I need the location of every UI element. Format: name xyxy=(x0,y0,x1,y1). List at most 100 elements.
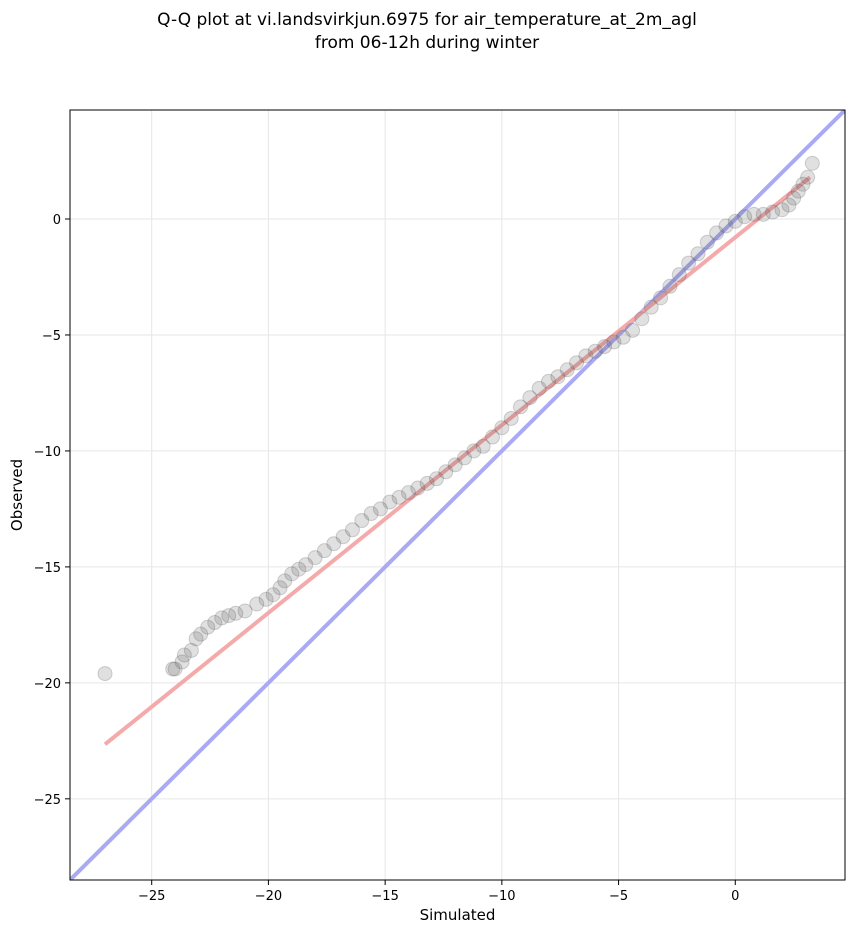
data-point xyxy=(587,343,603,359)
data-point xyxy=(634,311,650,327)
data-point xyxy=(419,475,435,491)
data-point xyxy=(786,190,802,206)
data-point xyxy=(307,550,323,566)
data-point xyxy=(316,543,332,559)
data-point xyxy=(265,587,281,603)
data-point xyxy=(382,494,398,510)
data-point xyxy=(258,591,274,607)
x-tick-label: 0 xyxy=(731,889,739,904)
data-point xyxy=(221,608,237,624)
plot-frame xyxy=(69,109,846,881)
data-point xyxy=(372,501,388,517)
data-point xyxy=(167,661,183,677)
data-point xyxy=(718,218,734,234)
y-tick-label: −20 xyxy=(34,677,61,692)
data-point xyxy=(550,369,566,385)
data-point xyxy=(391,489,407,505)
data-point xyxy=(578,348,594,364)
y-tick-label: 0 xyxy=(53,213,61,228)
data-point xyxy=(625,322,641,338)
data-point xyxy=(200,619,216,635)
data-point xyxy=(428,471,444,487)
data-point xyxy=(249,596,265,612)
data-point xyxy=(503,410,519,426)
x-tick-label: −20 xyxy=(255,889,282,904)
data-point xyxy=(690,246,706,262)
y-tick-label: −15 xyxy=(34,561,61,576)
data-point xyxy=(746,206,762,222)
data-point xyxy=(653,290,669,306)
x-tick-label: −10 xyxy=(488,889,515,904)
data-point xyxy=(662,278,678,294)
data-point xyxy=(207,615,223,631)
x-axis-label: Simulated xyxy=(420,906,496,924)
data-point xyxy=(709,225,725,241)
data-point xyxy=(804,155,820,171)
data-point xyxy=(559,362,575,378)
x-tick-label: −15 xyxy=(371,889,398,904)
axis-ticks: −25 −20 −15 −10 −5 0 −25 −20 −15 −10 −5 0 xyxy=(34,213,740,904)
reference-lines xyxy=(70,110,845,880)
data-point xyxy=(737,209,753,225)
data-point xyxy=(513,399,529,415)
x-tick-label: −25 xyxy=(138,889,165,904)
data-point xyxy=(176,647,192,663)
data-point xyxy=(344,522,360,538)
data-point xyxy=(671,267,687,283)
data-point xyxy=(438,464,454,480)
data-point xyxy=(774,202,790,218)
data-point xyxy=(400,485,416,501)
data-point xyxy=(615,329,631,345)
data-points xyxy=(97,155,820,682)
data-point xyxy=(765,204,781,220)
data-point xyxy=(569,355,585,371)
data-point xyxy=(485,429,501,445)
y-tick-label: −10 xyxy=(34,445,61,460)
data-point xyxy=(475,438,491,454)
chart-title-line-1: Q-Q plot at vi.landsvirkjun.6975 for air… xyxy=(157,10,697,30)
data-point xyxy=(284,566,300,582)
data-point xyxy=(272,580,288,596)
data-point xyxy=(335,529,351,545)
data-point xyxy=(643,299,659,315)
data-point xyxy=(326,536,342,552)
data-point xyxy=(363,506,379,522)
data-point xyxy=(597,339,613,355)
y-tick-label: −5 xyxy=(42,329,61,344)
data-point xyxy=(466,443,482,459)
data-point xyxy=(188,631,204,647)
data-point xyxy=(97,666,113,682)
data-point xyxy=(790,183,806,199)
data-point xyxy=(174,654,190,670)
y-axis-label: Observed xyxy=(8,459,26,531)
data-point xyxy=(531,380,547,396)
data-point xyxy=(165,661,181,677)
data-point xyxy=(193,626,209,642)
data-point xyxy=(228,605,244,621)
data-point xyxy=(795,176,811,192)
data-point xyxy=(755,206,771,222)
data-point xyxy=(800,169,816,185)
y-tick-label: −25 xyxy=(34,793,61,808)
data-point xyxy=(606,334,622,350)
data-point xyxy=(541,373,557,389)
data-point xyxy=(237,603,253,619)
data-point xyxy=(681,255,697,271)
data-point xyxy=(354,513,370,529)
data-point xyxy=(457,450,473,466)
data-point xyxy=(447,457,463,473)
data-point xyxy=(699,234,715,250)
data-point xyxy=(727,213,743,229)
x-tick-label: −5 xyxy=(609,889,628,904)
data-point xyxy=(298,557,314,573)
data-point xyxy=(494,420,510,436)
data-point xyxy=(214,610,230,626)
chart-title-line-2: from 06-12h during winter xyxy=(314,33,540,53)
fit-line xyxy=(103,175,812,746)
data-point xyxy=(291,561,307,577)
data-point xyxy=(781,197,797,213)
data-point xyxy=(183,642,199,658)
data-point xyxy=(522,390,538,406)
data-point xyxy=(410,480,426,496)
